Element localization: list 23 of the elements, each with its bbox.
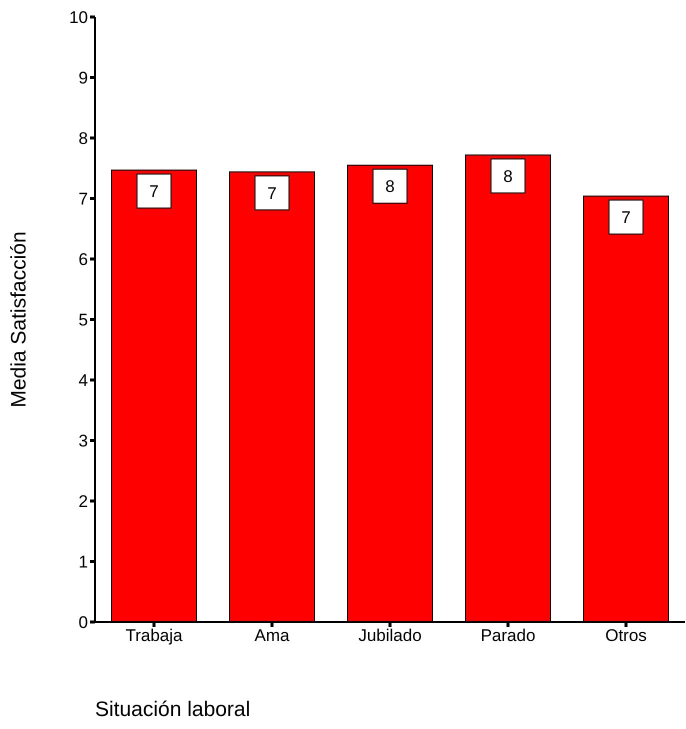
y-tick-label: 4 <box>78 371 88 390</box>
x-axis-title: Situación laboral <box>95 698 250 722</box>
y-tick-label: 7 <box>78 190 88 209</box>
data-label: 7 <box>267 184 277 203</box>
y-tick-label: 3 <box>78 432 88 451</box>
x-tick-label: Jubilado <box>358 626 422 646</box>
x-tick-label: Parado <box>480 626 536 646</box>
data-label: 8 <box>385 177 395 196</box>
y-tick-label: 9 <box>78 68 88 88</box>
x-tick-label: Ama <box>254 626 290 646</box>
y-tick-label: 1 <box>78 552 88 572</box>
y-tick-label: 8 <box>78 129 88 148</box>
x-tick-label: Otros <box>605 626 647 646</box>
y-tick-label: 6 <box>78 250 88 270</box>
data-label: 8 <box>503 166 513 186</box>
x-tick-label: Trabaja <box>125 626 184 646</box>
y-tick-label: 5 <box>78 310 88 330</box>
y-tick-label: 0 <box>78 613 88 632</box>
data-label: 7 <box>149 182 159 202</box>
y-tick-label: 10 <box>69 8 88 28</box>
y-tick-label: 2 <box>78 492 88 512</box>
data-label: 7 <box>621 208 631 228</box>
y-axis-title: Media Satisfacción <box>7 231 30 408</box>
